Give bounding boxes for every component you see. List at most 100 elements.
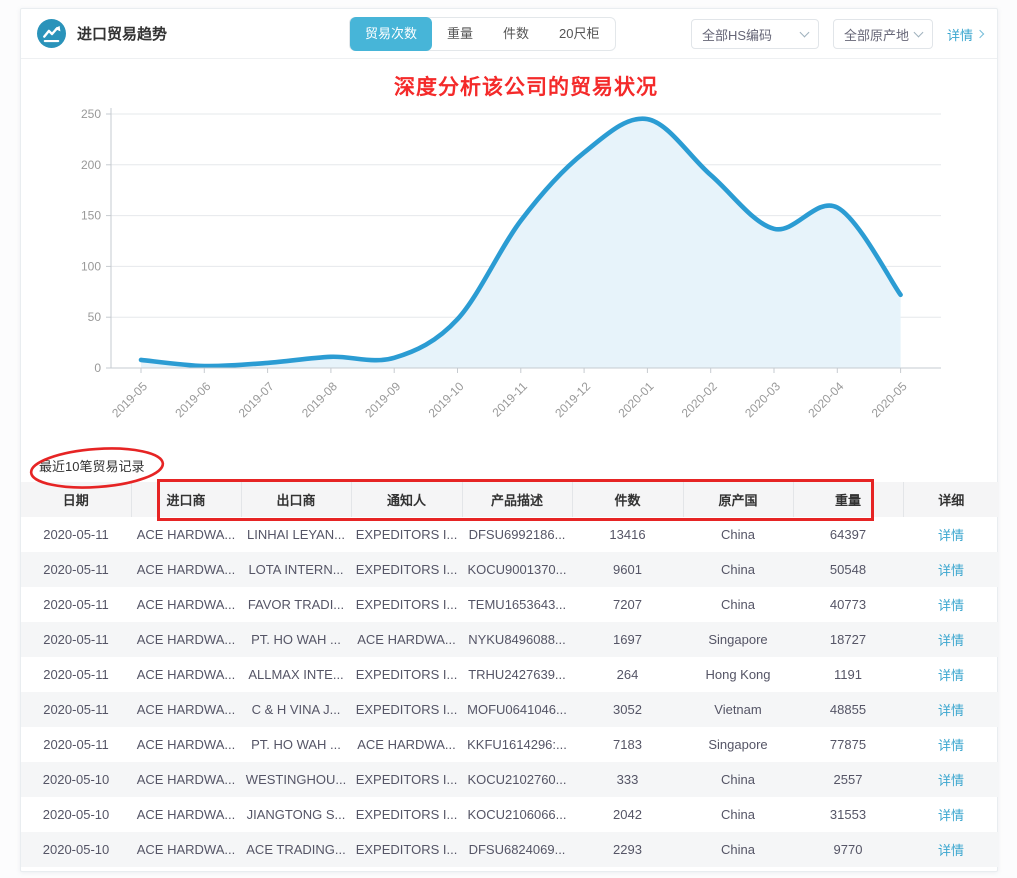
hs-code-select-value: 全部HS编码 xyxy=(701,27,773,43)
cell-pieces: 2293 xyxy=(613,842,642,857)
cell-product: DFSU6992186... xyxy=(468,527,566,542)
cell-weight: 31553 xyxy=(829,807,867,822)
header-detail-link[interactable]: 详情 xyxy=(947,25,985,44)
svg-text:2019-07: 2019-07 xyxy=(236,379,277,420)
svg-text:2020-02: 2020-02 xyxy=(679,379,720,420)
cell-notify: ACE HARDWA... xyxy=(357,632,456,647)
row-detail-link[interactable]: 详情 xyxy=(937,738,964,753)
table-row: 2020-05-10 ACE HARDWA... JIANGTONG S... EXP… xyxy=(21,797,999,832)
cell-notify: EXPEDITORS I... xyxy=(355,562,458,577)
cell-notify: EXPEDITORS I... xyxy=(355,842,458,857)
svg-text:150: 150 xyxy=(81,209,101,223)
hs-code-select[interactable]: 全部HS编码 xyxy=(690,19,819,49)
cell-exporter: ALLMAX INTE... xyxy=(248,667,344,682)
row-detail-link[interactable]: 详情 xyxy=(937,808,964,823)
svg-text:2019-12: 2019-12 xyxy=(552,379,593,420)
column-header-4: 产品描述 xyxy=(462,482,573,517)
svg-text:100: 100 xyxy=(81,259,101,273)
cell-product: MOFU0641046... xyxy=(467,702,567,717)
cell-exporter: PT. HO WAH ... xyxy=(251,632,341,647)
column-header-0: 日期 xyxy=(21,482,132,517)
cell-detail: 详情 xyxy=(903,762,999,797)
cell-weight: 9770 xyxy=(833,842,863,857)
row-detail-link[interactable]: 详情 xyxy=(937,668,964,683)
tab-0[interactable]: 贸易次数 xyxy=(350,17,433,51)
cell-origin: China xyxy=(721,527,755,542)
cell-notify: EXPEDITORS I... xyxy=(355,597,458,612)
cell-weight: 77875 xyxy=(829,737,867,752)
row-detail-link[interactable]: 详情 xyxy=(937,528,964,543)
cell-origin: China xyxy=(721,772,755,787)
cell-origin: China xyxy=(721,597,755,612)
cell-origin: Hong Kong xyxy=(705,667,771,682)
column-header-5: 件数 xyxy=(572,482,684,517)
cell-date: 2020-05-11 xyxy=(43,597,109,612)
row-detail-link[interactable]: 详情 xyxy=(937,598,964,613)
cell-exporter: ACE TRADING... xyxy=(246,842,346,857)
cell-exporter: LINHAI LEYAN... xyxy=(246,527,345,542)
cell-product: TEMU1653643... xyxy=(467,597,567,612)
column-header-6: 原产国 xyxy=(683,482,794,517)
row-detail-link[interactable]: 详情 xyxy=(937,773,964,788)
svg-text:2019-08: 2019-08 xyxy=(299,379,340,420)
chevron-right-icon xyxy=(975,29,985,39)
cell-pieces: 3052 xyxy=(613,702,642,717)
cell-importer: ACE HARDWA... xyxy=(136,842,236,857)
row-detail-link[interactable]: 详情 xyxy=(937,703,964,718)
cell-date: 2020-05-11 xyxy=(43,562,109,577)
cell-pieces: 13416 xyxy=(609,527,646,542)
cell-importer: ACE HARDWA... xyxy=(136,772,236,787)
column-header-8: 详细 xyxy=(903,482,999,517)
table-row: 2020-05-10 ACE HARDWA... WESTINGHOU... EXPE… xyxy=(21,762,999,797)
table-row: 2020-05-11 ACE HARDWA... C & H VINA J... EX… xyxy=(21,692,999,727)
cell-importer: ACE HARDWA... xyxy=(136,632,236,647)
column-header-2: 出口商 xyxy=(241,482,352,517)
svg-text:2019-06: 2019-06 xyxy=(172,379,213,420)
cell-origin: Vietnam xyxy=(714,702,762,717)
cell-pieces: 7207 xyxy=(613,597,642,612)
chevron-down-icon xyxy=(913,27,924,38)
svg-text:0: 0 xyxy=(94,361,101,375)
page-title: 进口贸易趋势 xyxy=(77,26,168,43)
title-group: 进口贸易趋势 xyxy=(37,19,167,48)
cell-product: NYKU8496088... xyxy=(468,632,566,647)
svg-text:250: 250 xyxy=(81,107,101,121)
cell-pieces: 1697 xyxy=(613,632,642,647)
table-header-row: 日期 进口商 出口商 通知人 产品描述 件数 原产国 重量 详细 xyxy=(21,482,999,517)
svg-text:2019-10: 2019-10 xyxy=(426,379,467,420)
row-detail-link[interactable]: 详情 xyxy=(937,633,964,648)
tab-3[interactable]: 20尺柜 xyxy=(559,26,600,41)
metric-tab-group: 贸易次数 重量 件数 20尺柜 xyxy=(349,17,616,51)
cell-exporter: WESTINGHOU... xyxy=(245,772,347,787)
cell-product: TRHU2427639... xyxy=(468,667,566,682)
cell-notify: ACE HARDWA... xyxy=(357,737,456,752)
filters: 全部HS编码 全部原产地 详情 xyxy=(690,19,985,49)
cell-product: KKFU1614296:... xyxy=(467,737,567,752)
cell-date: 2020-05-10 xyxy=(42,807,110,822)
column-header-1: 进口商 xyxy=(131,482,242,517)
cell-detail: 详情 xyxy=(903,622,999,657)
svg-text:200: 200 xyxy=(81,158,101,172)
cell-product: DFSU6824069... xyxy=(468,842,566,857)
cell-detail: 详情 xyxy=(903,517,999,552)
cell-detail: 详情 xyxy=(903,832,999,867)
cell-date: 2020-05-11 xyxy=(43,527,109,542)
cell-product: KOCU2106066... xyxy=(467,807,567,822)
cell-importer: ACE HARDWA... xyxy=(136,667,236,682)
tab-2[interactable]: 件数 xyxy=(503,26,530,41)
card-header: 进口贸易趋势 贸易次数 重量 件数 20尺柜 全部HS编码 全部原产地 详情 xyxy=(21,9,997,59)
cell-detail: 详情 xyxy=(903,797,999,832)
cell-date: 2020-05-10 xyxy=(42,842,110,857)
records-caption-label: 最近10笔贸易记录 xyxy=(39,459,145,474)
tab-1[interactable]: 重量 xyxy=(447,26,474,41)
origin-select[interactable]: 全部原产地 xyxy=(832,19,933,49)
svg-text:2020-03: 2020-03 xyxy=(742,379,783,420)
table-row: 2020-05-11 ACE HARDWA... FAVOR TRADI... EXP… xyxy=(21,587,999,622)
cell-product: KOCU9001370... xyxy=(467,562,567,577)
import-trade-trend-card: 进口贸易趋势 贸易次数 重量 件数 20尺柜 全部HS编码 全部原产地 详情 深 xyxy=(20,8,999,872)
row-detail-link[interactable]: 详情 xyxy=(937,563,964,578)
row-detail-link[interactable]: 详情 xyxy=(937,843,964,858)
cell-date: 2020-05-10 xyxy=(42,772,110,787)
cell-detail: 详情 xyxy=(903,587,999,622)
cell-notify: EXPEDITORS I... xyxy=(355,807,458,822)
